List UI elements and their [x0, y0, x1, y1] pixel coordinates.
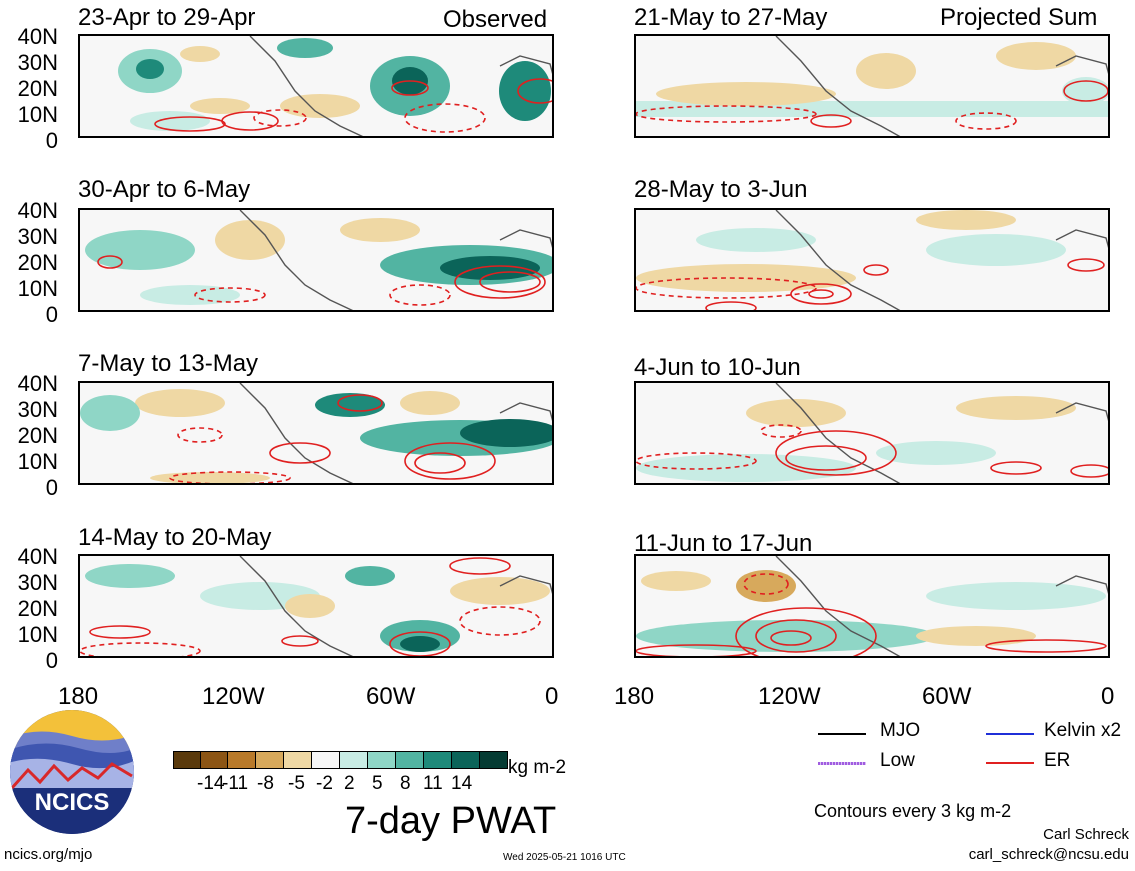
colorbar-swatch — [339, 751, 368, 769]
y-label: 40N — [17, 198, 58, 223]
colorbar-swatch — [173, 751, 201, 769]
legend-mjo-line — [818, 733, 866, 735]
y-label: 0 — [45, 475, 58, 500]
panel-title-proj-1: 21-May to 27-May — [634, 4, 828, 31]
y-label: 0 — [45, 648, 58, 673]
panel-title-proj-4: 11-Jun to 17-Jun — [634, 530, 813, 557]
panel-title-proj-2: 28-May to 3-Jun — [634, 176, 808, 203]
legend-mjo-label: MJO — [880, 720, 921, 741]
colorbar-swatch — [283, 751, 312, 769]
panel-title-proj-3: 4-Jun to 10-Jun — [634, 354, 801, 381]
author: Carl Schreck — [1043, 826, 1129, 843]
map-panel-proj-1 — [634, 34, 1110, 138]
x-label: 120W — [202, 683, 265, 710]
map-panel-proj-2 — [634, 208, 1110, 312]
legend-er-line — [986, 762, 1034, 764]
y-label: 30N — [17, 224, 58, 249]
colorbar-tick: 14 — [451, 773, 473, 794]
x-label: 120W — [758, 683, 821, 710]
colorbar-swatch — [451, 751, 480, 769]
map-panel-obs-4 — [78, 554, 554, 658]
author-email[interactable]: carl_schreck@ncsu.edu — [968, 846, 1129, 863]
colorbar-swatch — [311, 751, 340, 769]
observed-header: Observed — [443, 6, 548, 33]
legend-er-label: ER — [1044, 750, 1071, 771]
y-label: 30N — [17, 50, 58, 75]
legend-low-line — [818, 762, 866, 765]
x-label: 60W — [922, 683, 972, 710]
y-label: 10N — [17, 622, 58, 647]
panel-title-obs-2: 30-Apr to 6-May — [78, 176, 251, 203]
y-label: 20N — [17, 423, 58, 448]
map-panel-proj-3 — [634, 381, 1110, 485]
panel-title-obs-1: 23-Apr to 29-Apr — [78, 4, 256, 31]
map-panel-obs-1 — [78, 34, 554, 138]
colorbar-tick: 5 — [372, 773, 383, 794]
map-panel-obs-2 — [78, 208, 554, 312]
y-label: 0 — [45, 302, 58, 327]
colorbar-swatch — [227, 751, 256, 769]
y-label: 20N — [17, 250, 58, 275]
y-label: 40N — [17, 24, 58, 49]
colorbar-tick: -2 — [316, 773, 333, 794]
colorbar-tick: -14 — [197, 773, 225, 794]
x-label: 180 — [614, 683, 655, 710]
contours-note: Contours every 3 kg m-2 — [814, 801, 1012, 821]
colorbar-title: 7-day PWAT — [345, 800, 557, 842]
map-panel-obs-3 — [78, 381, 554, 485]
map-panel-proj-4 — [634, 554, 1110, 658]
panel-title-obs-4: 14-May to 20-May — [78, 524, 272, 551]
colorbar-tick: 2 — [344, 773, 355, 794]
colorbar-tick: 11 — [423, 773, 443, 794]
colorbar-swatch — [395, 751, 424, 769]
colorbar-units: kg m-2 — [508, 757, 567, 778]
y-label: 40N — [17, 371, 58, 396]
site-link[interactable]: ncics.org/mjo — [4, 846, 93, 863]
timestamp: Wed 2025-05-21 1016 UTC — [503, 852, 626, 863]
y-label: 20N — [17, 596, 58, 621]
y-label: 0 — [45, 128, 58, 153]
panel-title-obs-3: 7-May to 13-May — [78, 350, 259, 377]
y-label: 10N — [17, 449, 58, 474]
logo-text: NCICS — [35, 789, 110, 816]
projected-header: Projected Sum — [940, 4, 1098, 31]
x-label: 60W — [366, 683, 416, 710]
colorbar-tick: 8 — [400, 773, 411, 794]
x-label: 180 — [58, 683, 99, 710]
colorbar-swatch — [367, 751, 396, 769]
legend-kelvin-line — [986, 733, 1034, 735]
y-label: 30N — [17, 570, 58, 595]
colorbar-swatch — [255, 751, 284, 769]
colorbar-tick: -11 — [222, 773, 249, 794]
y-label: 10N — [17, 102, 58, 127]
colorbar-swatch — [200, 751, 228, 769]
y-label: 10N — [17, 276, 58, 301]
colorbar-swatch — [423, 751, 452, 769]
legend-low-label: Low — [880, 750, 915, 771]
colorbar-swatch — [479, 751, 508, 769]
legend-kelvin-label: Kelvin x2 — [1044, 720, 1122, 741]
x-label: 0 — [1101, 683, 1115, 710]
y-label: 40N — [17, 544, 58, 569]
x-label: 0 — [545, 683, 559, 710]
colorbar-tick: -8 — [257, 773, 274, 794]
y-label: 30N — [17, 397, 58, 422]
ncics-logo: NCICS — [8, 708, 136, 836]
colorbar-tick: -5 — [288, 773, 305, 794]
y-label: 20N — [17, 76, 58, 101]
